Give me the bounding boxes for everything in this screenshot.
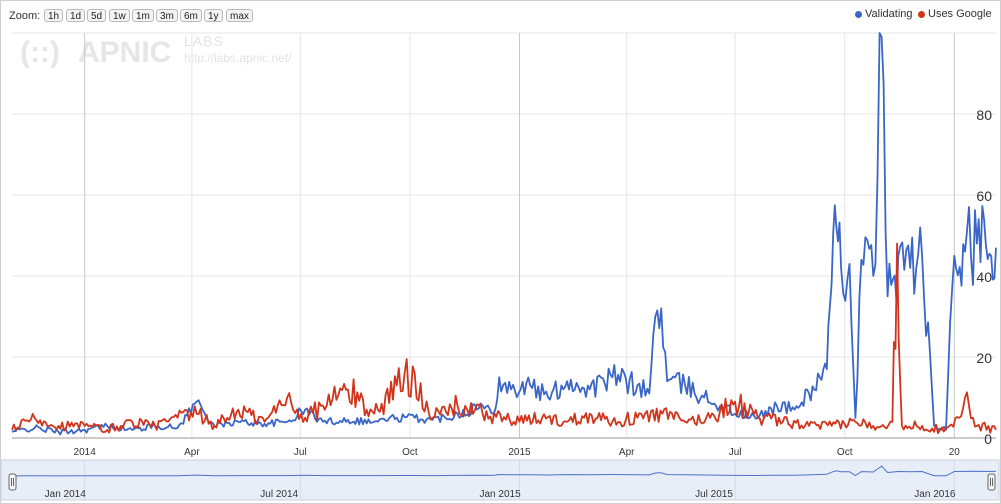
watermark-sub: LABS xyxy=(184,33,224,49)
navigator[interactable]: Jan 2014 Jul 2014 Jan 2015 Jul 2015 Jan 2016 xyxy=(0,459,1000,501)
zoom-label: Zoom: xyxy=(9,10,41,22)
navigator-tick-label: Jul 2014 xyxy=(260,489,298,500)
x-tick-label: 20 xyxy=(949,447,961,458)
x-tick-label: Oct xyxy=(402,447,418,458)
x-tick-label: Oct xyxy=(837,447,853,458)
legend-label-validating: Validating xyxy=(865,8,913,20)
legend-dot-icon xyxy=(918,10,925,18)
zoom-3m-button[interactable]: 3m xyxy=(156,9,178,22)
navigator-tick-label: Jul 2015 xyxy=(695,489,733,500)
apnic-labs-watermark: (::) APNIC LABS http://labs.apnic.net/ xyxy=(20,33,292,69)
navigator-left-handle[interactable] xyxy=(8,473,17,491)
watermark-url: http://labs.apnic.net/ xyxy=(184,51,292,65)
series-line-uses-google xyxy=(11,242,997,435)
zoom-5d-button[interactable]: 5d xyxy=(87,9,107,22)
grid xyxy=(12,32,996,439)
y-tick-label: 80 xyxy=(976,107,992,123)
watermark-logo-icon: (::) xyxy=(20,36,60,69)
series-line-validating xyxy=(11,32,997,436)
zoom-1d-button[interactable]: 1d xyxy=(66,9,86,22)
zoom-1y-button[interactable]: 1y xyxy=(204,9,223,22)
series-layer xyxy=(11,32,997,436)
tick-labels: 0 20 40 60 80 2014 Apr Jul Oct 2015 Apr Jul Oct 20 xyxy=(74,107,993,458)
navigator-right-handle[interactable] xyxy=(987,473,996,491)
legend-label-uses-google: Uses Google xyxy=(928,8,992,20)
legend-item-uses-google[interactable]: Uses Google xyxy=(918,8,992,20)
x-tick-label: Apr xyxy=(184,447,200,458)
zoom-6m-button[interactable]: 6m xyxy=(180,9,202,22)
navigator-tick-label: Jan 2014 xyxy=(45,489,87,500)
navigator-tick-label: Jan 2015 xyxy=(479,489,521,500)
zoom-1w-button[interactable]: 1w xyxy=(109,9,130,22)
y-tick-label: 20 xyxy=(976,350,992,366)
x-tick-label: Jul xyxy=(729,447,742,458)
navigator-series-line xyxy=(11,465,997,477)
y-tick-label: 40 xyxy=(976,269,992,285)
watermark-brand: APNIC xyxy=(78,36,171,69)
legend-dot-icon xyxy=(855,10,862,18)
x-tick-label: 2015 xyxy=(508,447,531,458)
zoom-1m-button[interactable]: 1m xyxy=(132,9,154,22)
navigator-background xyxy=(0,459,1000,501)
zoom-max-button[interactable]: max xyxy=(226,9,253,22)
x-tick-label: Apr xyxy=(619,447,635,458)
navigator-tick-label: Jan 2016 xyxy=(914,489,956,500)
x-tick-label: 2014 xyxy=(74,447,97,458)
y-tick-label: 0 xyxy=(984,431,992,447)
y-tick-label: 60 xyxy=(976,188,992,204)
x-tick-label: Jul xyxy=(294,447,307,458)
legend-item-validating[interactable]: Validating xyxy=(855,8,913,20)
zoom-1h-button[interactable]: 1h xyxy=(44,9,64,22)
